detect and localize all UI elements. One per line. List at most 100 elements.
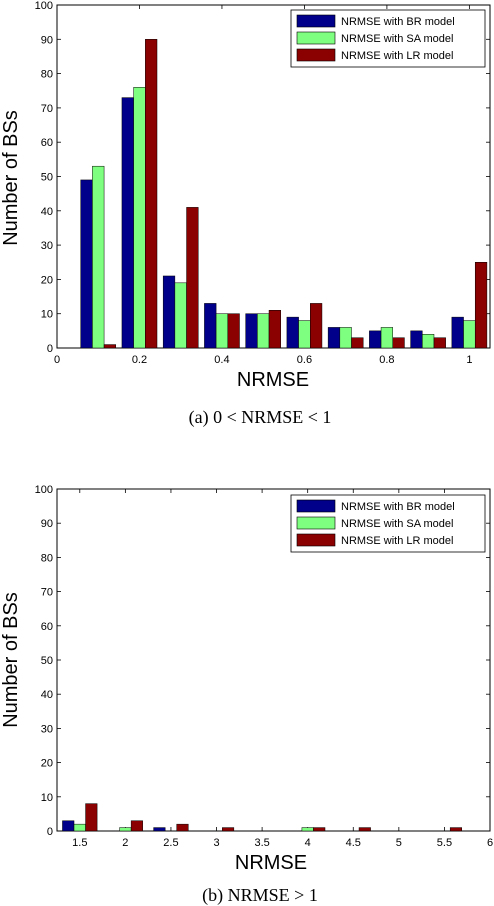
bar-lr-a [103,344,117,349]
bar-sa-b [119,827,132,832]
legend-swatch-sa-b [296,516,336,530]
x-tick-label-a: 1 [466,354,472,366]
x-tick-label-b: 1.5 [72,837,87,849]
bar-br-a [286,316,299,349]
bar-br-a [80,179,93,349]
legend-a: NRMSE with BR model NRMSE with SA model … [290,9,486,68]
bar-lr-a [145,39,158,349]
bar-br-a [245,313,258,349]
bar-br-a [369,330,382,349]
y-ticks-a: 0 10 20 30 40 50 60 70 80 90 100 [35,0,490,355]
y-tick-label-b: 50 [41,655,53,667]
bar-lr-a [227,313,240,349]
legend-b: NRMSE with BR model NRMSE with SA model … [290,494,486,553]
bar-lr-a [268,310,281,349]
bar-sa-a [215,313,229,349]
bar-sa-a [422,334,435,349]
y-tick-label-a: 80 [41,69,53,81]
bar-br-a [121,97,134,349]
bars-b [62,803,462,832]
bar-sa-b [301,827,314,832]
legend-swatch-br-a [296,14,336,28]
x-axis-label-b: NRMSE [235,852,307,874]
caption-b: (b) NRMSE > 1 [202,885,318,906]
bar-lr-a [186,207,199,349]
legend-swatch-sa-a [296,31,336,45]
x-axis-label-a: NRMSE [237,369,309,391]
x-tick-label-b: 2.5 [163,837,178,849]
bar-lr-b [130,820,143,832]
bar-br-a [327,327,341,349]
y-tick-label-b: 70 [41,587,53,599]
x-tick-label-a: 0 [54,354,60,366]
x-tick-label-b: 4.5 [346,837,361,849]
bar-lr-a [433,337,446,349]
y-tick-label-b: 40 [41,689,53,701]
x-tick-label-a: 0.6 [297,354,312,366]
y-tick-label-a: 90 [41,34,53,46]
bar-sa-a [174,282,187,349]
x-tick-label-b: 5 [396,837,402,849]
y-tick-label-b: 80 [41,552,53,564]
bar-sa-a [339,327,352,349]
bar-br-a [451,316,464,349]
x-tick-label-b: 6 [487,837,493,849]
legend-label-sa-a: NRMSE with SA model [341,33,453,45]
y-ticks-b: 0 10 20 30 40 50 60 70 80 90 100 [35,484,490,838]
y-tick-label-b: 10 [41,792,53,804]
y-tick-label-b: 100 [35,484,53,496]
x-tick-label-b: 2 [122,837,128,849]
x-tick-label-b: 3 [213,837,219,849]
caption-a: (a) 0 < NRMSE < 1 [189,407,332,428]
y-tick-label-a: 10 [41,309,53,321]
x-tick-label-b: 5.5 [437,837,452,849]
y-axis-label-b: Number of BSs [0,592,22,728]
x-tick-label-a: 0.4 [214,354,229,366]
y-tick-label-a: 40 [41,206,53,218]
y-tick-label-a: 20 [41,274,53,286]
y-tick-label-a: 50 [41,172,53,184]
legend-label-lr-a: NRMSE with LR model [341,50,453,62]
bar-lr-b [313,827,326,832]
y-tick-label-b: 30 [41,723,53,735]
bar-br-a [410,330,423,349]
legend-swatch-br-b [296,499,336,513]
bar-lr-b [358,827,371,832]
x-tick-label-a: 0.2 [132,354,147,366]
x-tick-label-a: 0.8 [379,354,394,366]
bars-a [80,39,488,349]
x-ticks-b: 1.5 2 2.5 3 3.5 4 4.5 5 5.5 6 [72,489,493,849]
bar-lr-b [222,827,235,832]
y-tick-label-a: 0 [47,343,53,355]
x-tick-label-b: 3.5 [254,837,269,849]
bar-lr-a [392,337,405,349]
chart-b: 0 10 20 30 40 50 60 70 80 90 100 1.5 2 2.5 3 3.5 4 4.5 5 5… [0,484,493,906]
y-tick-label-a: 70 [41,103,53,115]
bar-lr-b [85,803,98,832]
x-tick-label-b: 4 [305,837,311,849]
bar-sa-a [298,320,311,349]
y-tick-label-b: 60 [41,621,53,633]
bar-sa-a [133,87,146,349]
bar-lr-a [351,337,364,349]
legend-label-lr-b: NRMSE with LR model [341,535,453,547]
bar-br-b [153,827,166,832]
y-tick-label-a: 60 [41,137,53,149]
bar-sa-b [73,823,86,832]
y-tick-label-b: 20 [41,758,53,770]
bar-sa-a [92,165,105,349]
y-tick-label-a: 30 [41,240,53,252]
legend-label-sa-b: NRMSE with SA model [341,518,453,530]
y-tick-label-b: 90 [41,518,53,530]
x-ticks-a: 0 0.2 0.4 0.6 0.8 1 [54,5,472,366]
legend-label-br-a: NRMSE with BR model [341,16,455,28]
bar-lr-a [310,303,323,349]
y-tick-label-b: 0 [47,826,53,838]
y-tick-label-a: 100 [35,0,53,12]
bar-lr-b [176,823,189,832]
chart-a: 0 10 20 30 40 50 60 70 80 90 100 0 0.2 0.4 0.6 0.8 1 Nu… [0,0,491,428]
bar-br-a [162,275,176,349]
legend-label-br-b: NRMSE with BR model [341,501,455,513]
bar-lr-b [449,827,462,832]
